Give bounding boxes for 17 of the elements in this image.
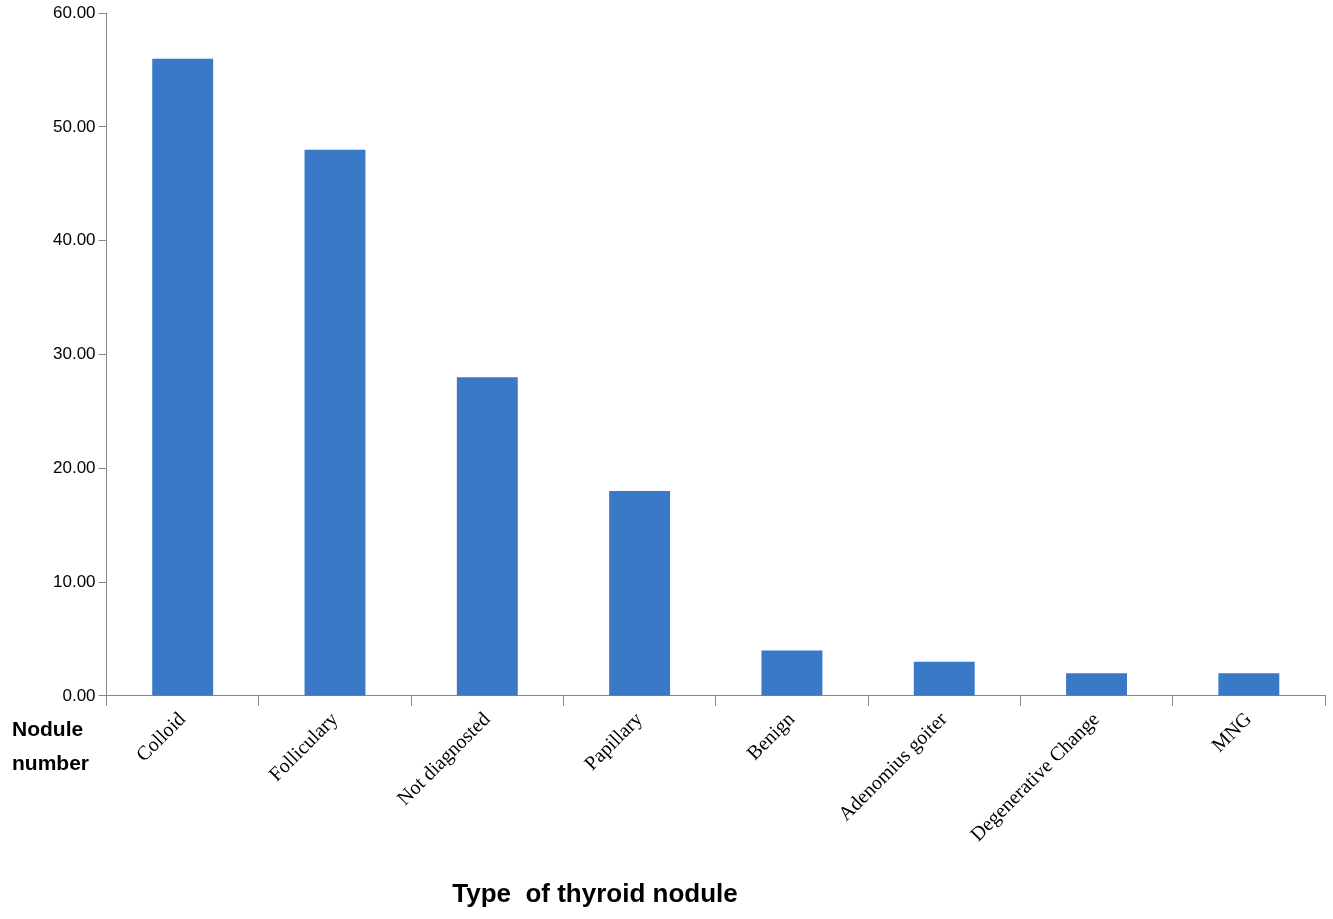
y-tick-label: 40.00	[52, 230, 96, 250]
bar	[1218, 673, 1280, 696]
bar	[456, 377, 518, 696]
bar	[152, 58, 214, 696]
y-tick-label: 20.00	[52, 458, 96, 478]
bar	[1066, 673, 1127, 696]
bar	[913, 661, 975, 696]
y-tick-label: 50.00	[52, 116, 96, 136]
y-tick-label: 60.00	[52, 2, 96, 22]
x-axis-title: Type of thyroid nodule	[451, 878, 739, 909]
y-tick-label: 10.00	[52, 571, 96, 591]
bar	[761, 650, 823, 696]
bar	[609, 491, 671, 696]
bar	[304, 149, 366, 696]
y-axis-title: Nodule number	[12, 716, 90, 776]
y-tick-label: 30.00	[52, 344, 96, 364]
y-tick-label: 0.00	[62, 685, 96, 705]
